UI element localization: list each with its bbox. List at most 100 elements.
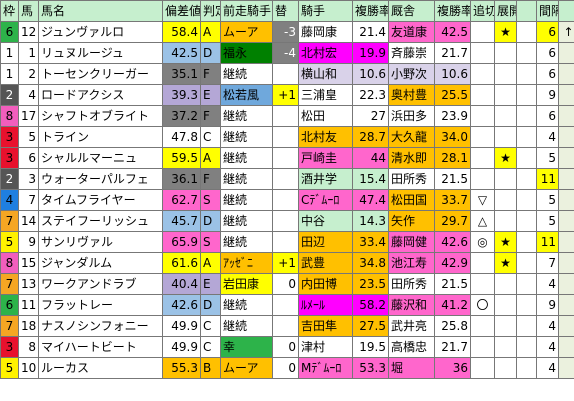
col-dev: 偏差値 (162, 0, 201, 22)
jockey-cell: 吉田隼 (298, 315, 353, 337)
interval-cell: 5 (536, 147, 559, 169)
stable-cell: 藤沢和 (388, 294, 435, 316)
jrate-cell: 44 (352, 147, 389, 169)
stable-cell: 浜田多 (388, 105, 435, 127)
table-row: 2 3 ウォーターパルフェ 36.1 F 継続 酒井学 15.4 田所秀 21.5 11 (0, 168, 574, 190)
tenkai2-cell (516, 63, 537, 85)
num-cell: 15 (18, 252, 39, 274)
oikiri-cell (470, 315, 495, 337)
col-prev-jockey: 前走騎手 (220, 0, 273, 22)
srate-cell: 42.6 (434, 231, 471, 253)
num-cell: 11 (18, 294, 39, 316)
name-cell: フラットレー (38, 294, 163, 316)
oikiri-cell (470, 126, 495, 148)
dev-cell: 45.7 (162, 210, 201, 232)
name-cell: ウォーターパルフェ (38, 168, 163, 190)
prev-jockey-cell: 継続 (220, 168, 273, 190)
oikiri-cell (470, 273, 495, 295)
interval-cell: 11 (536, 168, 559, 190)
num-cell: 8 (18, 336, 39, 358)
jrate-cell: 15.4 (352, 168, 389, 190)
name-cell: トライン (38, 126, 163, 148)
up-cell (558, 126, 574, 148)
jrate-cell: 33.4 (352, 231, 389, 253)
jrate-cell: 34.8 (352, 252, 389, 274)
num-cell: 2 (18, 63, 39, 85)
dev-cell: 40.4 (162, 273, 201, 295)
srate-cell: 21.7 (434, 42, 471, 64)
grade-cell: C (200, 126, 221, 148)
table-row: 2 4 ロードアクシス 39.3 E 松若風 +1 三浦皇 22.3 奥村豊 25.5 9 (0, 84, 574, 106)
tenkai-cell (494, 294, 517, 316)
num-cell: 13 (18, 273, 39, 295)
waku-cell: 1 (0, 42, 19, 64)
race-table: 枠 馬 馬名 偏差値 判定 前走騎手 替 騎手 複勝率 厩舎 複勝率 追切 展開… (0, 0, 574, 379)
table-row: 8 17 シャフトオブライト 37.2 F 継続 松田 27 浜田多 23.9 6 (0, 105, 574, 127)
tenkai2-cell (516, 336, 537, 358)
up-cell (558, 105, 574, 127)
waku-cell: 7 (0, 315, 19, 337)
waku-cell: 7 (0, 210, 19, 232)
stable-cell: 友道康 (388, 21, 435, 43)
change-cell (272, 294, 299, 316)
waku-cell: 6 (0, 294, 19, 316)
tenkai-cell (494, 84, 517, 106)
tenkai-cell (494, 105, 517, 127)
table-row: 5 9 サンリヴァル 65.9 S 継続 田辺 33.4 藤岡健 42.6 ◎ ★ 11 (0, 231, 574, 253)
jockey-cell: 戸崎圭 (298, 147, 353, 169)
num-cell: 3 (18, 168, 39, 190)
tenkai-cell (494, 63, 517, 85)
interval-cell: 4 (536, 126, 559, 148)
interval-cell: 11 (536, 231, 559, 253)
interval-cell: 4 (536, 336, 559, 358)
tenkai2-cell (516, 294, 537, 316)
jrate-cell: 22.3 (352, 84, 389, 106)
tenkai2-cell (516, 126, 537, 148)
col-waku: 枠 (0, 0, 19, 22)
prev-jockey-cell: 継続 (220, 231, 273, 253)
tenkai2-cell (516, 84, 537, 106)
table-row: 5 10 ルーカス 55.3 B ムーア 0 Mﾃﾞﾑｰﾛ 53.3 堀 36 4 (0, 357, 574, 379)
grade-cell: S (200, 231, 221, 253)
waku-cell: 6 (0, 21, 19, 43)
srate-cell: 34.0 (434, 126, 471, 148)
prev-jockey-cell: 継続 (220, 147, 273, 169)
jrate-cell: 19.5 (352, 336, 389, 358)
prev-jockey-cell: ムーア (220, 21, 273, 43)
grade-cell: D (200, 294, 221, 316)
stable-cell: 高橋忠 (388, 336, 435, 358)
waku-cell: 3 (0, 336, 19, 358)
oikiri-cell: 〇 (470, 294, 495, 316)
oikiri-cell (470, 252, 495, 274)
jockey-cell: 田辺 (298, 231, 353, 253)
dev-cell: 39.3 (162, 84, 201, 106)
table-row: 6 11 フラットレー 42.6 D 継続 ﾙﾒｰﾙ 58.2 藤沢和 41.2 〇 9 (0, 294, 574, 316)
grade-cell: E (200, 84, 221, 106)
dev-cell: 49.9 (162, 336, 201, 358)
num-cell: 4 (18, 84, 39, 106)
interval-cell: 6 (536, 63, 559, 85)
tenkai2-cell (516, 105, 537, 127)
jrate-cell: 58.2 (352, 294, 389, 316)
tenkai-cell (494, 42, 517, 64)
num-cell: 17 (18, 105, 39, 127)
name-cell: マイハートビート (38, 336, 163, 358)
prev-jockey-cell: ムーア (220, 357, 273, 379)
jrate-cell: 19.9 (352, 42, 389, 64)
stable-cell: 田所秀 (388, 168, 435, 190)
tenkai-cell: ★ (494, 147, 517, 169)
interval-cell: 6 (536, 21, 559, 43)
jockey-cell: 三浦皇 (298, 84, 353, 106)
dev-cell: 61.6 (162, 252, 201, 274)
up-cell (558, 84, 574, 106)
up-cell (558, 168, 574, 190)
prev-jockey-cell: 継続 (220, 210, 273, 232)
table-row: 7 13 ワークアンドラブ 40.4 E 岩田康 0 内田博 23.5 田所秀 21.5 4 (0, 273, 574, 295)
jrate-cell: 10.6 (352, 63, 389, 85)
jrate-cell: 21.4 (352, 21, 389, 43)
grade-cell: S (200, 189, 221, 211)
up-cell (558, 231, 574, 253)
tenkai-cell (494, 189, 517, 211)
col-tenkai: 展開 (494, 0, 517, 22)
prev-jockey-cell: 継続 (220, 105, 273, 127)
